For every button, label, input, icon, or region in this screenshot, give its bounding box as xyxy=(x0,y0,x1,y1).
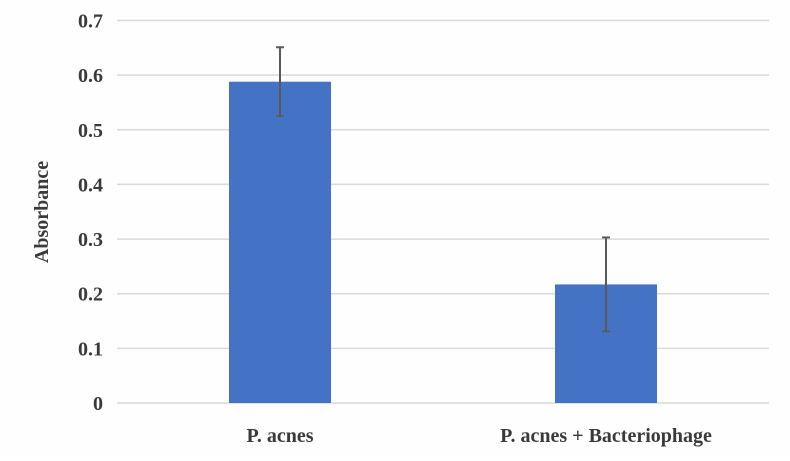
y-tick-label: 0 xyxy=(93,393,103,415)
y-tick-label: 0.2 xyxy=(78,284,103,306)
y-axis-label: Absorbance xyxy=(31,161,53,263)
x-tick-label: P. acnes xyxy=(246,425,313,447)
y-tick-label: 0.6 xyxy=(78,65,103,87)
y-tick-label: 0.7 xyxy=(78,11,103,33)
bar xyxy=(229,81,331,403)
y-tick-label: 0.3 xyxy=(78,229,103,251)
y-tick-label: 0.5 xyxy=(78,120,103,142)
x-tick-label: P. acnes + Bacteriophage xyxy=(500,425,712,447)
y-tick-label: 0.4 xyxy=(78,174,103,196)
y-tick-label: 0.1 xyxy=(78,338,103,360)
